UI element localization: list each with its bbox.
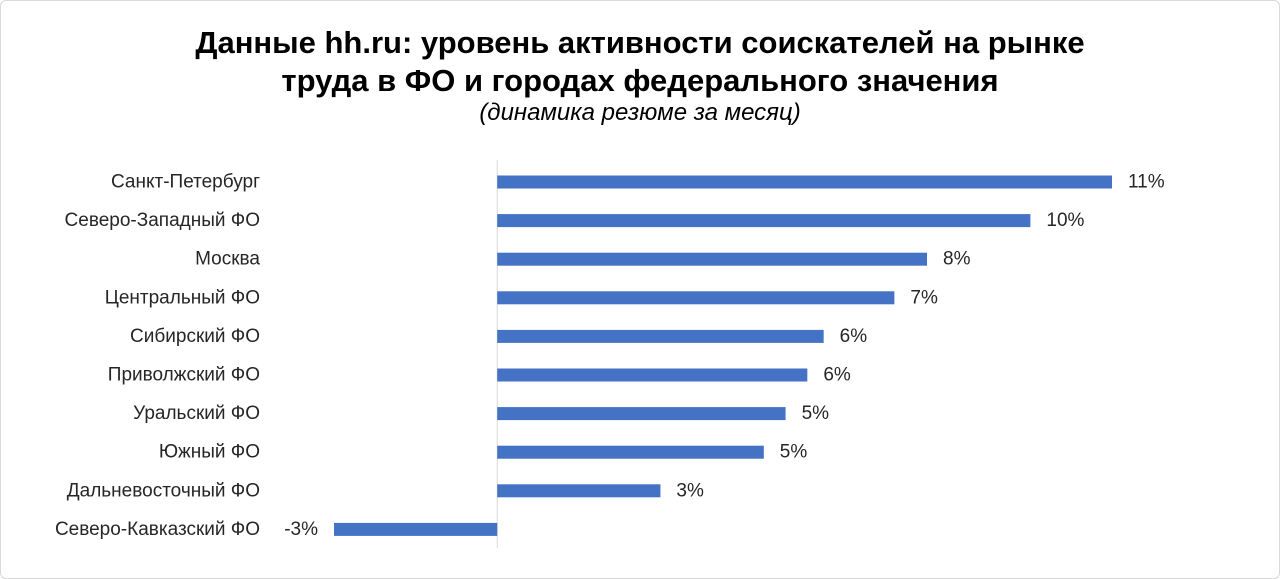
bars	[334, 175, 1112, 536]
value-label: 8%	[943, 249, 971, 270]
category-label: Санкт-Петербург	[111, 172, 260, 193]
category-label: Приволжский ФО	[108, 365, 260, 386]
category-label: Северо-Западный ФО	[65, 210, 260, 231]
value-label: 6%	[840, 326, 868, 347]
chart-title-line-2: труда в ФО и городах федерального значен…	[281, 63, 999, 98]
value-label: 5%	[780, 442, 808, 463]
bar	[497, 445, 764, 459]
bar	[497, 214, 1031, 228]
bar	[334, 522, 498, 536]
value-label: -3%	[284, 519, 318, 540]
value-label: 5%	[802, 403, 830, 424]
chart-title-line-1: Данные hh.ru: уровень активности соискат…	[195, 25, 1085, 60]
category-label: Сибирский ФО	[130, 326, 260, 347]
category-label: Уральский ФО	[133, 403, 260, 424]
category-label: Центральный ФО	[105, 287, 260, 308]
category-labels: Санкт-Петербург Северо-Западный ФО Москва Ц…	[55, 172, 260, 540]
category-label: Северо-Кавказский ФО	[55, 519, 260, 540]
value-label: 11%	[1128, 172, 1165, 193]
bar	[497, 291, 895, 305]
bar	[497, 175, 1112, 189]
bar	[497, 484, 661, 498]
chart-subtitle: (динамика резюме за месяц)	[479, 99, 801, 126]
value-label: 3%	[676, 480, 704, 501]
bar	[497, 407, 786, 421]
category-label: Дальневосточный ФО	[67, 480, 260, 501]
bar	[497, 329, 824, 343]
bar	[497, 252, 928, 266]
category-label: Южный ФО	[159, 442, 260, 463]
value-labels: 11% 10% 8%7% 6% 6% 5% 5% 3% -3%	[284, 172, 1165, 540]
value-label: 6%	[823, 365, 851, 386]
bar	[497, 368, 808, 382]
category-label: Москва	[195, 249, 260, 270]
value-label: 7%	[910, 287, 938, 308]
value-label: 10%	[1046, 210, 1084, 231]
